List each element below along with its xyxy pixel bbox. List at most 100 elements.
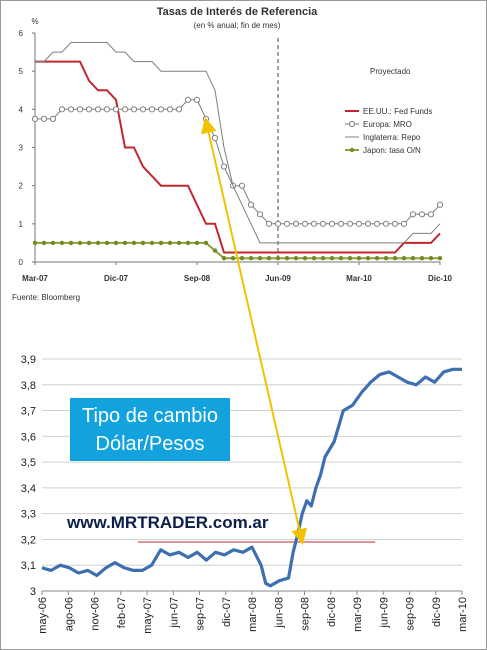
series-marker [409, 211, 417, 218]
bottom-axes: 3 3,1 3,2 3,3 3,4 3,5 3,6 3,7 3,8 3,9 may-06 ago-06… [21, 354, 469, 634]
y-tick-label: 3,6 [21, 431, 36, 443]
y-tick-label: 3,4 [21, 483, 36, 495]
series-marker [49, 115, 57, 122]
series-marker [338, 255, 344, 261]
y-tick-label: 3,3 [21, 509, 36, 521]
series-marker [319, 220, 327, 227]
y-tick-label: 3,2 [21, 534, 36, 546]
projection-label: Proyectado [370, 67, 411, 76]
x-tick-label: nov-06 [90, 597, 102, 631]
bottom-grid [42, 358, 462, 592]
series-marker [94, 106, 102, 113]
series-marker [428, 255, 434, 261]
series-marker [67, 106, 75, 113]
series-marker [383, 255, 389, 261]
series-marker [346, 220, 354, 227]
series-marker [328, 220, 336, 227]
legend-label: Inglaterra: Repo [363, 133, 421, 142]
series-marker [356, 255, 362, 261]
fx-label-line-1: Tipo de cambio [82, 405, 218, 427]
series-marker [392, 255, 398, 261]
x-tick-label: dic-08 [326, 597, 338, 627]
series-marker [148, 106, 156, 113]
y-tick-label: 3,5 [21, 457, 36, 469]
legend-marker [348, 120, 356, 128]
series-marker [436, 201, 444, 208]
series-marker [31, 115, 39, 122]
x-tick-label: mar-09 [352, 597, 364, 632]
series-marker [113, 240, 119, 246]
y-tick-label: 6 [19, 29, 24, 38]
series-marker [122, 240, 128, 246]
series-marker [310, 220, 318, 227]
y-tick-label: 3,7 [21, 406, 36, 418]
series-marker [355, 220, 363, 227]
series-marker [40, 115, 48, 122]
fx-label-box: Tipo de cambio Dólar/Pesos [70, 398, 230, 461]
series-marker [184, 96, 192, 103]
series-marker [139, 106, 147, 113]
series-marker [85, 106, 93, 113]
series-marker [121, 106, 129, 113]
x-tick-label: mar-10 [457, 597, 469, 632]
fx-label-line-2: Dólar/Pesos [95, 433, 205, 455]
series-marker [59, 240, 65, 246]
y-tick-label: 2 [19, 182, 24, 191]
legend-marker [349, 147, 355, 153]
series-marker [311, 255, 317, 261]
series-marker [176, 240, 182, 246]
y-tick-label: 3,8 [21, 380, 36, 392]
watermark-url: www.MRTRADER.com.ar [67, 513, 269, 532]
y-tick-label: 4 [19, 105, 24, 114]
x-tick-label: mar-08 [247, 597, 259, 632]
series-marker [130, 106, 138, 113]
series-marker [427, 211, 435, 218]
series-marker [140, 240, 146, 246]
series-marker [58, 106, 66, 113]
series-marker [337, 220, 345, 227]
series-marker [382, 220, 390, 227]
series-marker [193, 96, 201, 103]
x-tick-label: Dic-10 [428, 274, 453, 283]
y-tick-label: 5 [19, 67, 24, 76]
fx-series-line [41, 367, 462, 588]
series-marker [77, 240, 83, 246]
x-tick-label: dic-07 [221, 597, 233, 627]
y-tick-label: 3 [19, 144, 24, 153]
series-marker [32, 240, 38, 246]
legend-label: Europa: MRO [363, 120, 412, 129]
series-marker [103, 106, 111, 113]
x-tick-label: feb-07 [116, 597, 128, 628]
series-marker [401, 255, 407, 261]
series-marker [320, 255, 326, 261]
series-marker [86, 240, 92, 246]
series-marker [419, 255, 425, 261]
series-marker [373, 220, 381, 227]
series-marker [391, 220, 399, 227]
series-marker [158, 240, 164, 246]
series-marker [365, 255, 371, 261]
series-marker [175, 106, 183, 113]
x-tick-label: sep-08 [300, 597, 312, 631]
x-tick-label: ago-06 [63, 597, 75, 631]
series-marker [131, 240, 137, 246]
chart-subtitle: (en % anual; fin de mes) [194, 21, 281, 30]
x-tick-label: sep-07 [195, 597, 207, 631]
series-marker [76, 106, 84, 113]
x-tick-label: Mar-10 [346, 274, 372, 283]
series-marker [41, 240, 47, 246]
series-marker [166, 106, 174, 113]
series-marker [364, 220, 372, 227]
series-marker [374, 255, 380, 261]
legend-label: EE.UU.: Fed Funds [363, 107, 432, 116]
y-tick-label: 3 [30, 586, 36, 598]
series-marker [167, 240, 173, 246]
source-note: Fuente: Bloomberg [12, 293, 80, 302]
top-legend: EE.UU.: Fed Funds Europa: MRO Inglaterra: … [345, 107, 432, 155]
y-tick-label: 0 [19, 258, 24, 267]
series-marker [329, 255, 335, 261]
x-tick-label: jun-07 [168, 597, 180, 629]
y-tick-label: 3,1 [21, 560, 36, 572]
series-marker [185, 240, 191, 246]
